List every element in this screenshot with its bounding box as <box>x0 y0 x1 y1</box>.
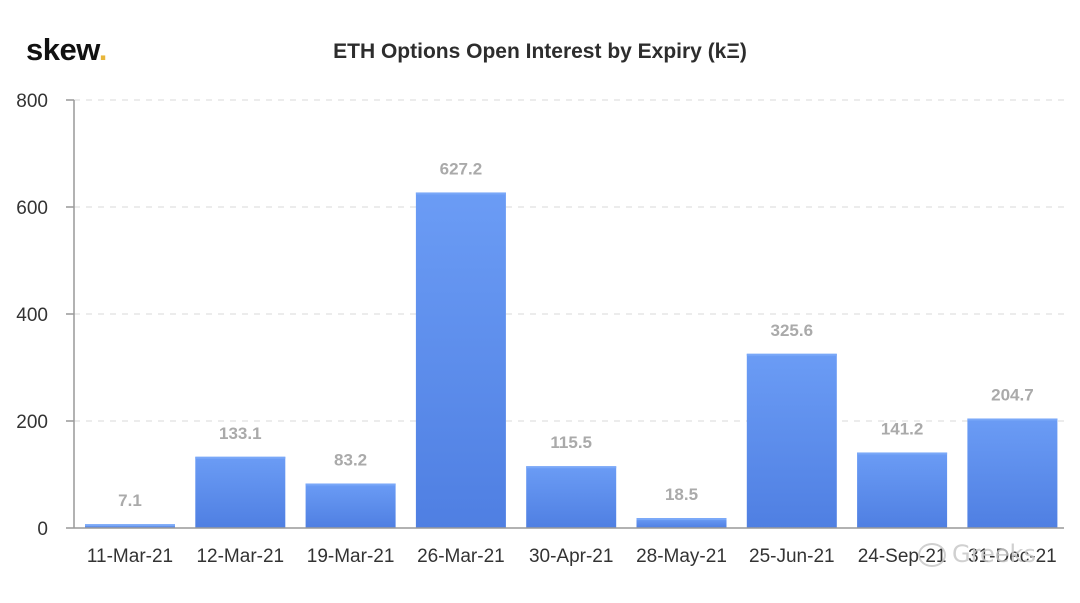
skew-logo: skew. <box>26 32 107 67</box>
x-tick-label: 19-Mar-21 <box>307 546 395 567</box>
x-tick-label: 26-Mar-21 <box>417 546 505 567</box>
data-label: 141.2 <box>881 419 924 438</box>
bar <box>526 466 617 528</box>
x-tick-label: 12-Mar-21 <box>196 546 284 567</box>
bar <box>636 518 727 528</box>
y-tick-label: 800 <box>16 91 48 112</box>
data-label: 325.6 <box>771 321 814 340</box>
y-tick-label: 0 <box>37 519 48 540</box>
y-tick-label: 600 <box>16 198 48 219</box>
data-label: 133.1 <box>219 424 262 443</box>
x-tick-label: 11-Mar-21 <box>87 546 173 567</box>
x-tick-label: 28-May-21 <box>636 546 727 567</box>
y-tick-label: 200 <box>16 412 48 433</box>
data-label: 115.5 <box>550 433 592 452</box>
data-label: 7.1 <box>118 491 142 510</box>
chart-title: ETH Options Open Interest by Expiry (kΞ) <box>333 40 747 63</box>
x-tick-label: 25-Jun-21 <box>749 546 835 567</box>
bar <box>967 418 1058 528</box>
x-tick-label: 31-Dec-21 <box>968 546 1057 567</box>
wechat-icon <box>918 543 946 567</box>
watermark: Greeks <box>918 540 1036 568</box>
bar <box>305 483 396 528</box>
bar <box>195 456 286 528</box>
bar <box>415 192 506 528</box>
bar <box>857 452 948 528</box>
x-tick-label: 30-Apr-21 <box>529 546 614 567</box>
data-label: 83.2 <box>334 450 367 469</box>
data-label: 627.2 <box>440 159 483 178</box>
bar <box>746 353 837 528</box>
data-label: 18.5 <box>665 485 698 504</box>
y-tick-label: 400 <box>16 305 48 326</box>
data-label: 204.7 <box>991 385 1034 404</box>
